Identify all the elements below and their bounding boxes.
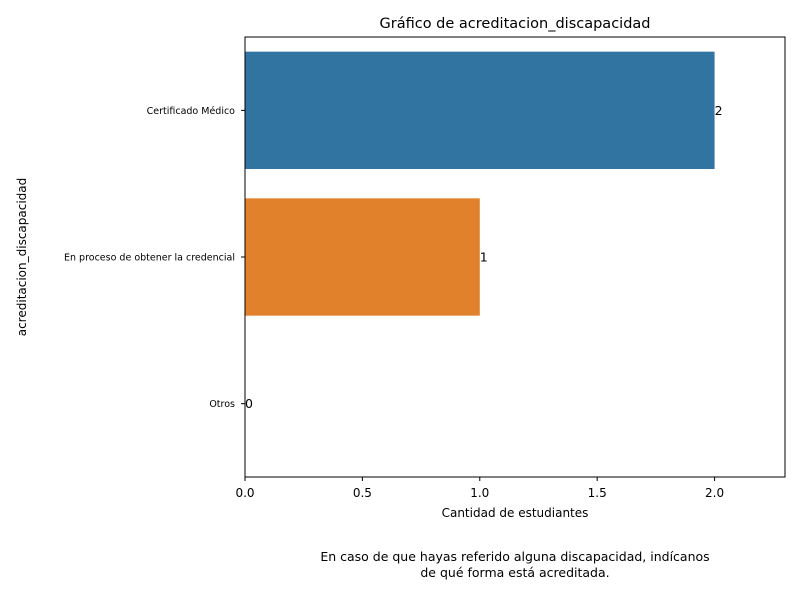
chart-title: Gráfico de acreditacion_discapacidad [380,16,651,32]
caption-line-2: de qué forma está acreditada. [420,565,610,580]
x-axis-label: Cantidad de estudiantes [442,506,589,520]
bar-0 [245,51,715,169]
y-tick-label-1: En proceso de obtener la credencial [64,253,235,264]
caption-line-1: En caso de que hayas referido alguna dis… [320,549,710,564]
y-axis-label: acreditacion_discapacidad [15,178,29,337]
chart-caption: En caso de que hayas referido alguna dis… [0,549,800,581]
y-tick-label-0: Certificado Médico [147,106,236,117]
y-tick-label-2: Otros [209,399,235,410]
x-tick-label-2: 1.0 [470,486,489,500]
x-tick-label-4: 2.0 [705,486,724,500]
x-tick-label-1: 0.5 [353,486,372,500]
x-tick-label-0: 0.0 [235,486,254,500]
plot-frame [244,36,786,478]
bar-value-label-2: 0 [245,396,253,411]
bar-value-label-0: 2 [715,103,723,118]
bar-value-label-1: 1 [480,250,488,265]
bar-1 [245,198,480,316]
x-tick-label-3: 1.5 [588,486,607,500]
